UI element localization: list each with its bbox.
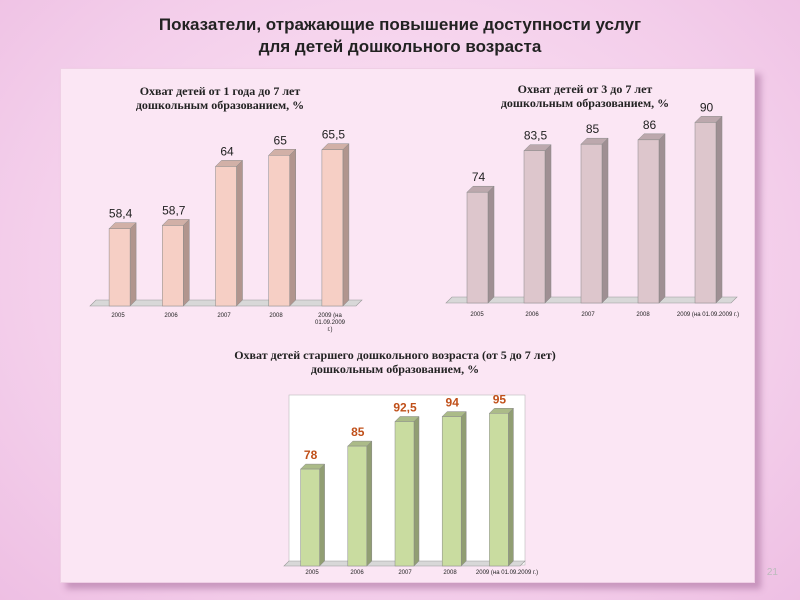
chart1-value-label-1: 58,7 <box>162 203 186 217</box>
slide-title: Показатели, отражающие повышение доступн… <box>0 14 800 58</box>
chart1-value-label-2: 64 <box>220 144 234 158</box>
chart3-value-label-4: 95 <box>493 392 507 406</box>
chart3-value-label-1: 85 <box>351 425 365 439</box>
chart2-value-label-2: 85 <box>586 122 600 136</box>
chart3-category-label-1-line-0: 2006 <box>350 570 364 576</box>
chart3-value-label-0: 78 <box>304 448 318 462</box>
chart3-bar-2 <box>394 415 420 567</box>
chart1-bar-0 <box>108 222 137 307</box>
chart2-bar-2 <box>580 137 609 304</box>
chart3-category-label-0-line-0: 2005 <box>305 570 319 576</box>
chart1-bar-4 <box>321 143 350 307</box>
chart3-category-label-4-line-0: 2009 (на 01.09.2009 г.) <box>476 570 538 576</box>
chart3-category-label-3-line-0: 2008 <box>443 570 457 576</box>
chart3-bar-0 <box>299 463 326 567</box>
chart1-category-label-4-line-0: 2009 (на <box>318 313 342 319</box>
chart1-title: Охват детей от 1 года до 7 лет дошкольны… <box>90 84 350 112</box>
page-number: 21 <box>766 567 778 578</box>
chart2-bar-1 <box>523 144 552 304</box>
chart3-bar-1 <box>347 440 373 567</box>
slide-title-line1: Показатели, отражающие повышение доступн… <box>158 15 642 34</box>
chart2-category-label-0-line-0: 2005 <box>470 312 484 318</box>
chart1-category-label-3-line-0: 2008 <box>269 313 283 319</box>
chart2-bar-4 <box>694 115 723 304</box>
chart2-bar-3 <box>637 133 666 304</box>
chart1-title-line1: Охват детей от 1 года до 7 лет <box>139 84 301 98</box>
chart1-title-line2: дошкольным образованием, % <box>135 98 305 112</box>
chart3-value-label-2: 92,5 <box>393 400 417 414</box>
chart1-bar-2 <box>214 159 244 307</box>
chart3-title: Охват детей старшего дошкольного возраст… <box>175 348 615 376</box>
chart1-category-label-1-line-0: 2006 <box>164 313 178 319</box>
chart2-title-line1: Охват детей от 3 до 7 лет <box>517 82 653 96</box>
chart2-title: Охват детей от 3 до 7 лет дошкольным обр… <box>455 82 715 110</box>
chart2-title-line2: дошкольным образованием, % <box>500 96 670 110</box>
chart1-category-label-4-line-1: 01.09.2009 <box>315 320 346 326</box>
chart2-category-label-1-line-0: 2006 <box>525 312 539 318</box>
chart1-value-label-4: 65,5 <box>322 128 346 142</box>
chart1-value-label-0: 58,4 <box>109 207 133 221</box>
chart2-value-label-0: 74 <box>472 170 486 184</box>
chart2-bar-0 <box>466 185 495 304</box>
chart3-bar-3 <box>441 410 467 567</box>
chart2-category-label-3-line-0: 2008 <box>636 312 650 318</box>
chart1-bar-1 <box>161 218 190 307</box>
chart3-value-label-3: 94 <box>446 396 460 410</box>
slide-title-line2: для детей дошкольного возраста <box>258 37 542 56</box>
chart2-category-label-2-line-0: 2007 <box>581 312 595 318</box>
chart1-category-label-0-line-0: 2005 <box>111 313 125 319</box>
chart2-value-label-3: 86 <box>643 118 657 132</box>
chart1-value-label-3: 65 <box>274 133 288 147</box>
chart1-category-label-4-line-2: г.) <box>327 327 332 333</box>
chart3-title-line2: дошкольным образованием, % <box>310 362 480 376</box>
chart2-value-label-4: 90 <box>700 100 714 114</box>
chart3-category-label-2-line-0: 2007 <box>398 570 412 576</box>
chart2-value-label-1: 83,5 <box>524 129 548 143</box>
chart1-category-label-2-line-0: 2007 <box>217 313 231 319</box>
chart2-category-label-4-line-0: 2009 (на 01.09.2009 г.) <box>677 312 739 318</box>
chart1-bar-3 <box>268 148 297 307</box>
chart3-bar-4 <box>488 407 515 567</box>
chart3-title-line1: Охват детей старшего дошкольного возраст… <box>234 348 556 362</box>
